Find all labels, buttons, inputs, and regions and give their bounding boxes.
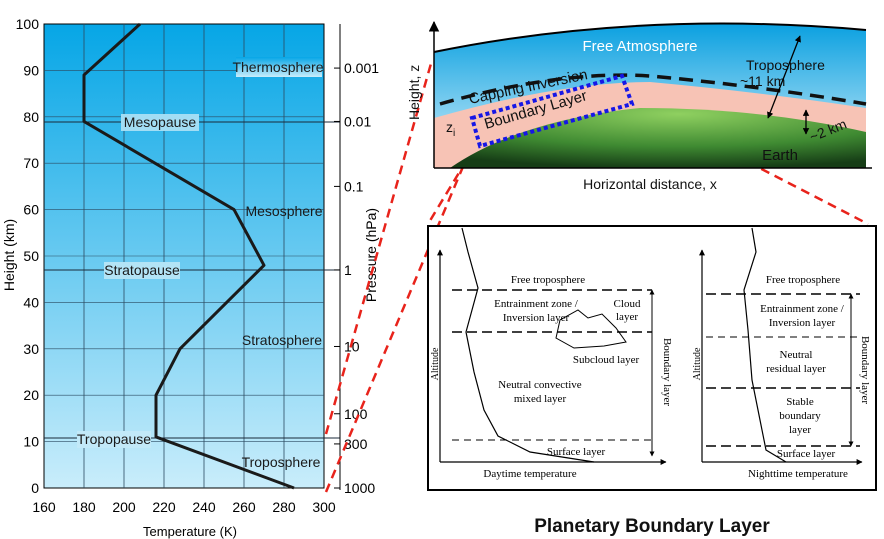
stable-line3: layer xyxy=(789,424,811,436)
boundary-layer-cross-section: Free Atmosphere Capping Inversion Bounda… xyxy=(406,20,872,192)
nighttime-surface-label: Surface layer xyxy=(777,448,836,460)
x-tick-label: 160 xyxy=(32,499,56,515)
subcloud-label: Subcloud layer xyxy=(573,354,640,366)
connector-left-bottom xyxy=(324,149,472,493)
troposphere-height-arrow xyxy=(767,35,801,119)
pressure-tick-label: 0.01 xyxy=(344,113,371,129)
distance-axis-title: Horizontal distance, x xyxy=(583,176,717,192)
stable-line1: Stable xyxy=(786,396,814,408)
troposphere-label: Troposphere xyxy=(242,454,321,470)
y-tick-label: 80 xyxy=(23,109,39,125)
stratopause-label-bg xyxy=(104,262,180,279)
temperature-profile-line xyxy=(82,22,295,490)
y-axis-title: Height (km) xyxy=(1,219,17,291)
nighttime-altitude-label: Altitude xyxy=(692,347,703,380)
stable-line2: boundary xyxy=(779,410,821,422)
x-tick-label: 220 xyxy=(152,499,176,515)
figure-caption: Planetary Boundary Layer xyxy=(534,516,770,537)
troposphere-top-boundary xyxy=(433,22,867,53)
tropopause-label-bg xyxy=(77,431,151,448)
thermosphere-label: Thermosphere xyxy=(232,59,323,75)
daytime-entrainment-line1: Entrainment zone / xyxy=(494,298,579,310)
residual-line2: residual layer xyxy=(766,363,826,375)
cloud-outline xyxy=(555,309,627,349)
y-tick-label: 30 xyxy=(23,341,39,357)
tropopause-label: Tropopause xyxy=(77,431,151,447)
pressure-tick-label: 0.1 xyxy=(344,178,364,194)
earth-surface xyxy=(450,108,866,168)
y-tick-label: 100 xyxy=(16,16,40,32)
mesopause-label: Mesopause xyxy=(124,114,197,130)
nighttime-profile-line xyxy=(743,227,787,463)
y-tick-label: 50 xyxy=(23,248,39,264)
y-tick-label: 10 xyxy=(23,434,39,450)
troposphere-label-xs: Troposphere xyxy=(746,57,825,73)
pressure-tick-label: 1 xyxy=(344,262,352,278)
x-axis-title: Temperature (K) xyxy=(143,524,237,539)
nighttime-entrainment-line1: Entrainment zone / xyxy=(760,303,845,315)
stratosphere-label: Stratosphere xyxy=(242,332,322,348)
x-tick-label: 300 xyxy=(312,499,336,515)
mesopause-label-bg xyxy=(121,114,199,131)
y-tick-labels: 0 10 20 30 40 50 60 70 80 90 100 xyxy=(16,16,40,496)
zi-label: zi xyxy=(446,119,455,139)
x-tick-labels: 160 180 200 220 240 260 280 300 xyxy=(32,499,336,515)
troposphere-height-label: ~11 km xyxy=(740,73,785,89)
mixed-layer-line1: Neutral convective xyxy=(498,379,581,391)
daytime-profile-line xyxy=(461,227,595,463)
pressure-tick-label: 1000 xyxy=(344,480,375,496)
nighttime-temperature-label: Nighttime temperature xyxy=(748,468,848,480)
earth-label: Earth xyxy=(762,147,798,164)
y-tick-label: 70 xyxy=(23,155,39,171)
daytime-entrainment-line2: Inversion layer xyxy=(503,312,570,324)
x-tick-label: 260 xyxy=(232,499,256,515)
pressure-tick-label: 0.001 xyxy=(344,60,379,76)
x-tick-label: 280 xyxy=(272,499,296,515)
x-tick-label: 180 xyxy=(72,499,96,515)
boundary-layer-highlight-box xyxy=(469,73,635,149)
y-tick-label: 60 xyxy=(23,202,39,218)
daytime-bl-label: Boundary layer xyxy=(661,338,673,406)
y-tick-label: 90 xyxy=(23,62,39,78)
cloud-label-line2: layer xyxy=(616,311,638,323)
daytime-altitude-label: Altitude xyxy=(430,347,441,380)
connector-left-top xyxy=(324,59,434,435)
daytime-surface-label: Surface layer xyxy=(547,446,606,458)
x-tick-label: 240 xyxy=(192,499,216,515)
nighttime-bl-label: Boundary layer xyxy=(859,336,871,404)
nighttime-free-troposphere: Free troposphere xyxy=(766,274,840,286)
y-tick-label: 40 xyxy=(23,294,39,310)
daytime-free-troposphere: Free troposphere xyxy=(511,274,585,286)
atmosphere-profile-chart: Thermosphere Mesopause Mesosphere Strato… xyxy=(1,16,379,539)
thermosphere-label-bg xyxy=(236,57,322,77)
pressure-axis-title: Pressure (hPa) xyxy=(363,208,379,302)
horizontal-gridlines xyxy=(44,70,324,442)
y-tick-label: 0 xyxy=(31,480,39,496)
y-tick-label: 20 xyxy=(23,387,39,403)
nighttime-entrainment-line2: Inversion layer xyxy=(769,317,836,329)
residual-line1: Neutral xyxy=(780,349,813,361)
stratopause-label: Stratopause xyxy=(104,262,180,278)
cloud-label-line1: Cloud xyxy=(614,298,641,310)
x-tick-label: 200 xyxy=(112,499,136,515)
daytime-temperature-label: Daytime temperature xyxy=(483,468,576,480)
pressure-tick-label: 100 xyxy=(344,406,368,422)
mixed-layer-line2: mixed layer xyxy=(514,393,567,405)
mesosphere-label: Mesosphere xyxy=(245,203,322,219)
nighttime-panel: Free troposphere Entrainment zone / Inve… xyxy=(692,227,871,480)
pressure-tick-label: 300 xyxy=(344,436,368,452)
free-atmosphere-label: Free Atmosphere xyxy=(582,38,697,55)
height-axis-title: Height, z xyxy=(406,65,422,120)
daytime-panel: Free troposphere Entrainment zone / Inve… xyxy=(430,227,673,480)
